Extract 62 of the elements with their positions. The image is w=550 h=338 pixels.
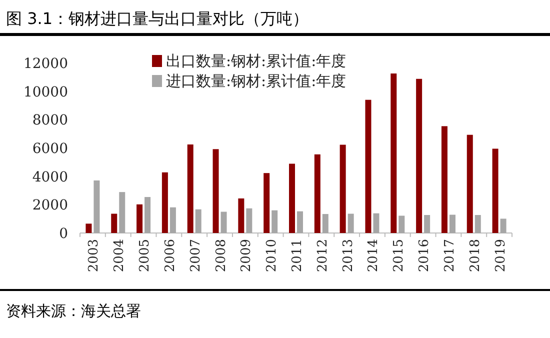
- bar: [322, 214, 328, 233]
- x-tick-label: 2008: [214, 239, 229, 272]
- x-tick-label: 2011: [290, 239, 305, 272]
- x-tick-label: 2006: [162, 239, 178, 272]
- x-tick-label: 2015: [392, 239, 407, 272]
- bar: [220, 212, 227, 233]
- x-tick-label: 2010: [264, 239, 280, 272]
- x-tick-label: 2012: [315, 239, 330, 272]
- bar: [195, 209, 202, 233]
- x-tick-label: 2007: [188, 239, 204, 272]
- bar: [119, 192, 126, 233]
- x-tick-label: 2018: [468, 239, 483, 272]
- bar: [365, 100, 372, 233]
- bar: [94, 180, 100, 233]
- text: 资料来源：海关总署: [6, 302, 141, 320]
- y-tick-label: 10000: [23, 84, 68, 100]
- bar: [390, 73, 397, 233]
- x-tick-label: 2019: [493, 239, 508, 272]
- bar: [348, 214, 354, 233]
- bar: [212, 149, 219, 233]
- bar: [246, 208, 252, 233]
- bar: [398, 216, 405, 233]
- bar: [416, 78, 422, 233]
- bar: [162, 172, 168, 233]
- legend-label: 进口数量:钢材:累计值:年度: [166, 72, 346, 90]
- x-tick-label: 2014: [366, 239, 382, 272]
- bar: [474, 215, 481, 233]
- bar: [314, 154, 320, 233]
- x-tick-label: 2005: [138, 239, 153, 272]
- bar: [424, 215, 430, 233]
- x-tick-label: 2017: [442, 239, 458, 272]
- x-tick-label: 2004: [112, 239, 128, 272]
- y-tick-label: 12000: [23, 56, 68, 72]
- legend-label: 出口数量:钢材:累计值:年度: [166, 52, 346, 70]
- y-tick-label: 8000: [32, 112, 68, 129]
- bar: [144, 197, 151, 233]
- bar: [111, 214, 118, 233]
- y-tick-label: 2000: [32, 198, 68, 214]
- y-tick-label: 6000: [32, 141, 68, 157]
- bar: [264, 173, 270, 233]
- bar: [492, 148, 498, 233]
- bar: [373, 213, 380, 233]
- bar: [500, 218, 506, 233]
- bar: [449, 214, 456, 233]
- bar: [86, 224, 92, 233]
- y-tick-label: 4000: [32, 169, 68, 186]
- y-tick-label: 0: [59, 226, 68, 242]
- x-tick-label: 2009: [239, 239, 254, 272]
- bar: [289, 164, 295, 233]
- x-tick-label: 2003: [86, 239, 102, 272]
- bar: [238, 198, 244, 233]
- bar: [441, 126, 448, 233]
- bar: [187, 144, 194, 233]
- bar: [466, 134, 473, 233]
- x-tick-label: 2013: [340, 239, 356, 272]
- x-tick-label: 2016: [417, 239, 432, 272]
- bar: [340, 144, 346, 233]
- chart-title: 图 3.1：钢材进口量与出口量对比（万吨）: [6, 9, 309, 28]
- bar: [297, 211, 303, 233]
- bar: [272, 210, 278, 233]
- bar: [136, 204, 143, 233]
- bar: [170, 207, 176, 233]
